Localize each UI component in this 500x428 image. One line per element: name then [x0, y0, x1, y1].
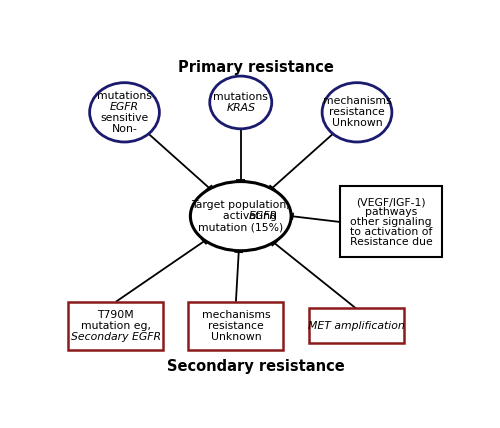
- Text: (VEGF/IGF-1): (VEGF/IGF-1): [356, 197, 426, 207]
- Text: resistance: resistance: [208, 321, 264, 331]
- Text: MET amplification: MET amplification: [308, 321, 404, 331]
- Text: Non-: Non-: [112, 124, 138, 134]
- Text: Secondary EGFR: Secondary EGFR: [71, 332, 161, 342]
- Text: Target population;: Target population;: [192, 200, 290, 210]
- Text: other signaling: other signaling: [350, 217, 432, 227]
- Text: mutations: mutations: [214, 92, 268, 102]
- Text: Unknown: Unknown: [332, 118, 382, 128]
- Text: T790M: T790M: [98, 310, 134, 320]
- Text: activating: activating: [224, 211, 281, 221]
- Text: mutation (15%): mutation (15%): [198, 222, 284, 232]
- Text: mutation eg,: mutation eg,: [81, 321, 151, 331]
- Text: mechanisms: mechanisms: [322, 96, 392, 107]
- Text: sensitive: sensitive: [100, 113, 148, 123]
- Text: KRAS: KRAS: [226, 103, 256, 113]
- Text: resistance: resistance: [329, 107, 385, 117]
- Text: mutations: mutations: [97, 91, 152, 101]
- Text: mechanisms: mechanisms: [202, 310, 270, 320]
- Text: Resistance due: Resistance due: [350, 237, 432, 247]
- Text: Unknown: Unknown: [210, 332, 261, 342]
- Text: EGFR: EGFR: [248, 211, 278, 221]
- Text: EGFR: EGFR: [110, 102, 139, 112]
- Text: pathways: pathways: [365, 207, 417, 217]
- Text: to activation of: to activation of: [350, 227, 432, 237]
- Text: Primary resistance: Primary resistance: [178, 59, 334, 74]
- Text: Secondary resistance: Secondary resistance: [168, 359, 345, 374]
